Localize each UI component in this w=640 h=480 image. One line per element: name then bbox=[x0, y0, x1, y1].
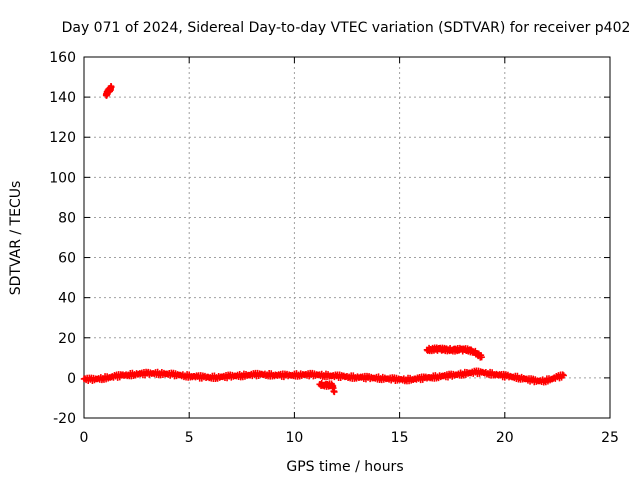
grid-lines bbox=[84, 57, 610, 418]
data-point bbox=[331, 388, 338, 396]
x-tick-label: 15 bbox=[391, 430, 409, 446]
x-tick-label: 0 bbox=[80, 430, 89, 446]
data-point bbox=[478, 354, 485, 361]
y-tick-label: 40 bbox=[58, 291, 76, 307]
data-point bbox=[559, 371, 566, 378]
y-tick-label: 160 bbox=[49, 50, 76, 66]
y-tick-label: 60 bbox=[58, 251, 76, 267]
series-main-band bbox=[80, 367, 567, 386]
y-tick-label: 100 bbox=[49, 170, 76, 186]
series-spike bbox=[102, 82, 115, 99]
data-point bbox=[108, 83, 115, 91]
x-axis-label: GPS time / hours bbox=[286, 459, 403, 475]
y-tick-label: 20 bbox=[58, 331, 76, 347]
y-axis-label: SDTVAR / TECUs bbox=[8, 181, 24, 296]
series-elevated-segment bbox=[423, 344, 485, 361]
x-tick-label: 20 bbox=[496, 430, 514, 446]
y-tick-label: 120 bbox=[49, 130, 76, 146]
plot-frame bbox=[83, 56, 611, 419]
y-tick-label: 80 bbox=[58, 210, 76, 226]
x-tick-label: 10 bbox=[285, 430, 303, 446]
y-tick-label: 0 bbox=[67, 371, 76, 387]
data-point bbox=[560, 372, 567, 379]
chart-title: Day 071 of 2024, Sidereal Day-to-day VTE… bbox=[62, 20, 631, 36]
series-dip-segment bbox=[316, 379, 338, 396]
data-marks bbox=[80, 82, 567, 396]
y-tick-label: 140 bbox=[49, 90, 76, 106]
x-tick-label: 25 bbox=[601, 430, 619, 446]
y-tick-label: -20 bbox=[53, 411, 76, 427]
x-tick-label: 5 bbox=[185, 430, 194, 446]
